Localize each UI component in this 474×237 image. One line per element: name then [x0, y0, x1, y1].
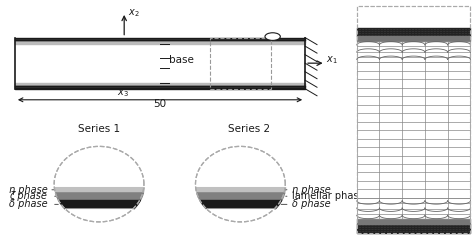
Text: $x_2$: $x_2$: [128, 7, 139, 19]
Text: ζ phase: ζ phase: [9, 191, 47, 201]
Text: η phase: η phase: [9, 185, 47, 195]
Text: η phase: η phase: [292, 185, 331, 195]
Text: Series 2: Series 2: [228, 124, 270, 134]
Text: Series 1: Series 1: [78, 124, 120, 134]
Text: 50: 50: [154, 99, 166, 109]
Text: δ phase: δ phase: [9, 199, 47, 209]
Text: δ phase: δ phase: [292, 199, 331, 209]
Text: lamellar phase: lamellar phase: [292, 191, 365, 201]
Text: base: base: [169, 55, 193, 65]
Bar: [210, 38, 271, 89]
Ellipse shape: [265, 33, 280, 40]
Text: $x_3$: $x_3$: [117, 87, 128, 99]
Text: $x_1$: $x_1$: [326, 54, 337, 66]
